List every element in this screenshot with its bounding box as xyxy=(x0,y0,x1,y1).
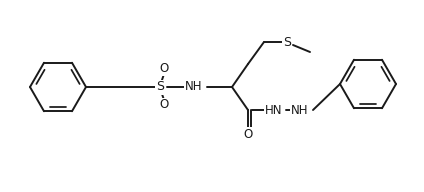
Text: S: S xyxy=(283,36,291,49)
Text: NH: NH xyxy=(291,103,309,117)
Text: O: O xyxy=(159,63,169,75)
Text: HN: HN xyxy=(265,103,283,117)
Text: O: O xyxy=(243,127,253,141)
Text: NH: NH xyxy=(185,80,203,94)
Text: O: O xyxy=(159,98,169,112)
Text: S: S xyxy=(156,80,164,94)
